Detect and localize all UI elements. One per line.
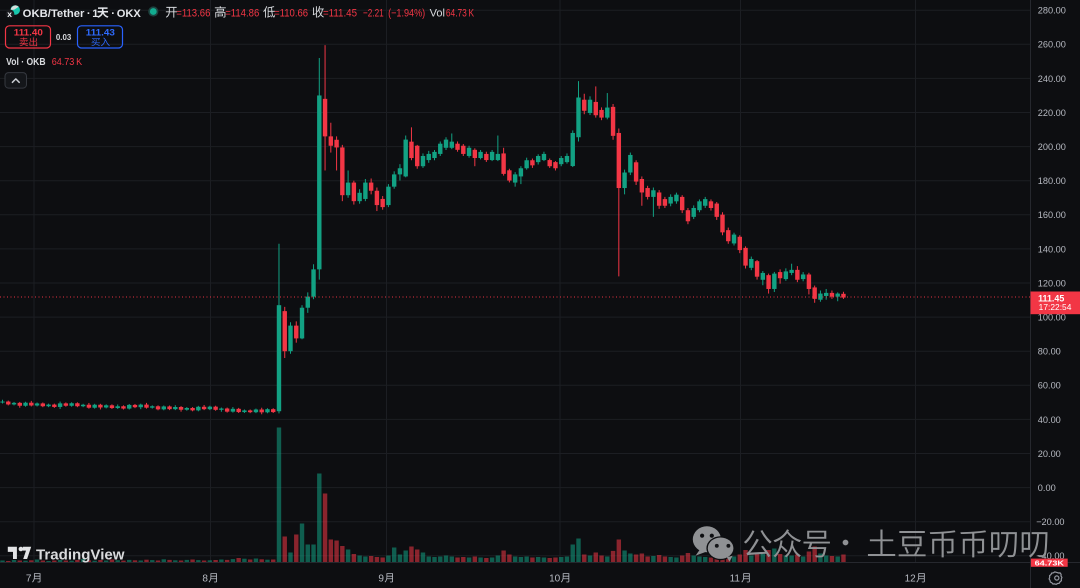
svg-text:220.00: 220.00 — [1038, 108, 1066, 118]
svg-text:140.00: 140.00 — [1038, 244, 1066, 254]
svg-text:1: 1 — [92, 8, 98, 20]
svg-text:200.00: 200.00 — [1038, 142, 1066, 152]
svg-text:0.00: 0.00 — [1038, 483, 1056, 493]
svg-text:Vol: Vol — [430, 8, 445, 20]
svg-text:111.40: 111.40 — [14, 27, 43, 38]
svg-text:17:22:54: 17:22:54 — [1039, 303, 1072, 312]
svg-text:OKB/Tether: OKB/Tether — [23, 8, 85, 20]
svg-text:0.03: 0.03 — [56, 33, 72, 42]
svg-text:180.00: 180.00 — [1038, 176, 1066, 186]
svg-text:11: 11 — [730, 574, 741, 585]
svg-text:260.00: 260.00 — [1038, 40, 1066, 50]
svg-text:x: x — [7, 9, 12, 19]
svg-text:−2.21: −2.21 — [363, 8, 384, 20]
svg-text:·: · — [87, 8, 91, 20]
svg-text:−40.00: −40.00 — [1036, 551, 1064, 561]
svg-text:160.00: 160.00 — [1038, 210, 1066, 220]
svg-text:240.00: 240.00 — [1038, 74, 1066, 84]
svg-text:40.00: 40.00 — [1038, 415, 1061, 425]
svg-text:80.00: 80.00 — [1038, 347, 1061, 357]
svg-text:12: 12 — [905, 574, 917, 585]
svg-text:64.73 K: 64.73 K — [52, 57, 83, 68]
svg-text:60.00: 60.00 — [1038, 381, 1061, 391]
svg-text:7: 7 — [26, 574, 32, 585]
svg-text:=113.66: =113.66 — [176, 8, 210, 20]
svg-text:8: 8 — [202, 574, 208, 585]
svg-text:280.00: 280.00 — [1038, 6, 1066, 16]
svg-text:100.00: 100.00 — [1038, 313, 1066, 323]
svg-text:TradingView: TradingView — [36, 547, 125, 563]
svg-text:120.00: 120.00 — [1038, 278, 1066, 288]
svg-text:−20.00: −20.00 — [1036, 517, 1064, 527]
svg-text:=111.45: =111.45 — [323, 8, 357, 20]
svg-text:(−1.94%): (−1.94%) — [388, 8, 425, 20]
svg-text:OKX: OKX — [117, 8, 142, 20]
svg-text:111.45: 111.45 — [1038, 294, 1064, 304]
svg-text:9: 9 — [378, 574, 384, 585]
svg-text:=110.66: =110.66 — [274, 8, 308, 20]
svg-text:111.43: 111.43 — [86, 27, 115, 38]
svg-text:=114.86: =114.86 — [225, 8, 259, 20]
svg-text:20.00: 20.00 — [1038, 449, 1061, 459]
svg-text:·: · — [111, 8, 115, 20]
svg-text:10: 10 — [549, 574, 561, 585]
svg-text:64.73K: 64.73K — [1035, 558, 1065, 567]
svg-text:Vol · OKB: Vol · OKB — [6, 57, 46, 68]
svg-text:64.73 K: 64.73 K — [446, 8, 475, 20]
